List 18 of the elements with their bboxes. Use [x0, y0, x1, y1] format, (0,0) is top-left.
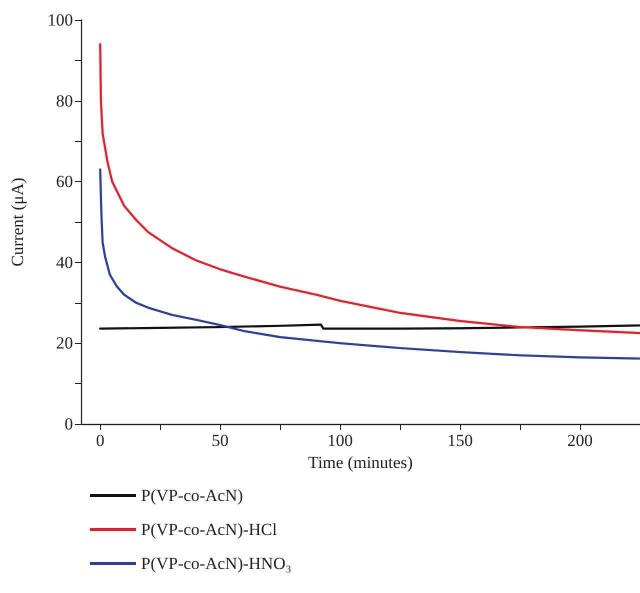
- line-series: [99, 43, 640, 334]
- x-tick-label: 0: [96, 431, 104, 450]
- y-tick-label: 0: [64, 414, 73, 434]
- legend-label: P(VP-co-AcN)-HCl: [141, 520, 278, 539]
- y-tick-label: 100: [48, 10, 73, 30]
- line-series: [99, 168, 640, 360]
- x-tick-label: 150: [447, 431, 473, 450]
- y-tick-label: 60: [56, 172, 73, 192]
- y-axis-title: Current (μA): [8, 178, 27, 266]
- y-tick-label: 20: [56, 334, 73, 353]
- x-axis-title: Time (minutes): [308, 453, 413, 472]
- x-tick-label: 100: [327, 431, 353, 450]
- legend-label: P(VP-co-AcN): [141, 486, 243, 505]
- x-tick-label: 50: [212, 431, 229, 450]
- y-tick-label: 40: [56, 252, 73, 272]
- x-tick-label: 200: [567, 431, 593, 450]
- legend-label: P(VP-co-AcN)-HNO₃: [141, 554, 292, 573]
- y-tick-label: 80: [56, 91, 73, 110]
